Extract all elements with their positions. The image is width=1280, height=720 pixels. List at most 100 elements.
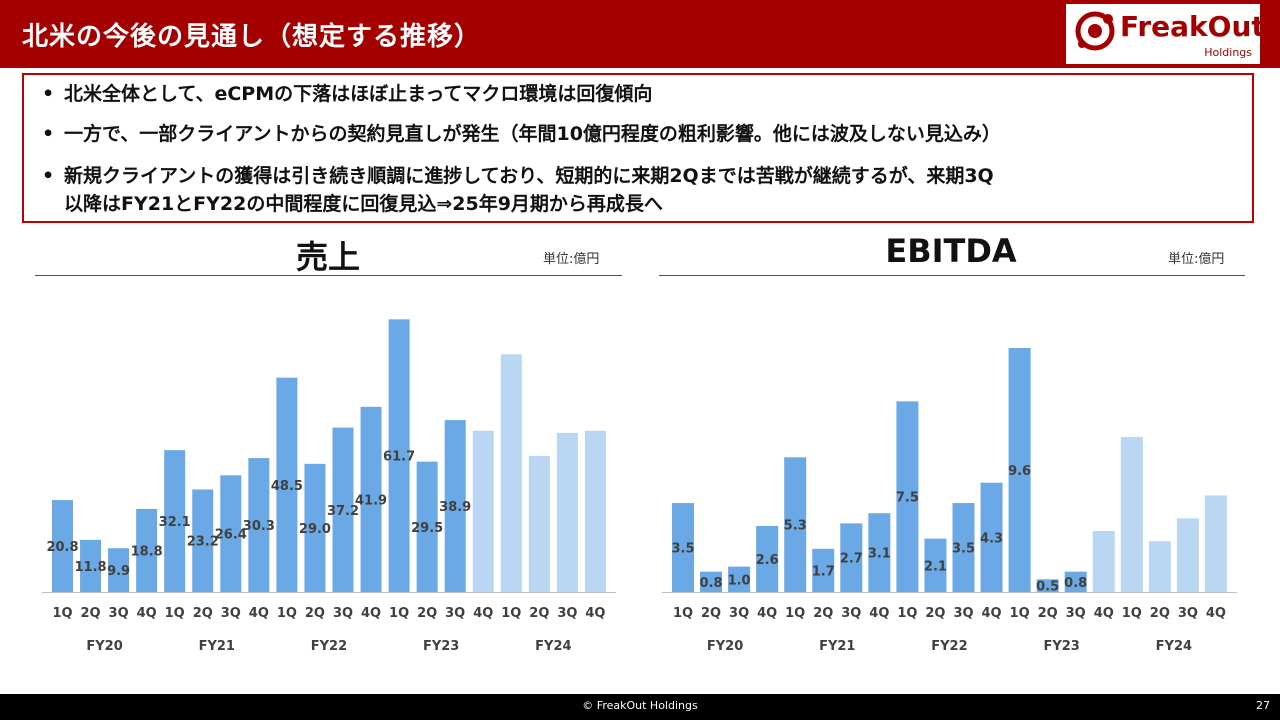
ebitda-bar [1176,518,1199,592]
sales-category-label: 1Q [389,606,409,621]
sales-data-label: 61.7 [383,450,415,465]
bullet-text: 新規クライアントの獲得は引き続き順調に進捗しており、短期的に来期2Qまでは苦戦が… [64,165,994,187]
sales-category-label: 2Q [417,606,437,621]
ebitda-data-label: 7.5 [896,491,919,506]
logo-subtitle: Holdings [1204,46,1252,59]
sales-bar [192,489,214,592]
ebitda-bar [756,525,779,592]
sales-bar [164,450,186,592]
sales-bar [556,432,578,592]
sales-data-label: 32.1 [159,515,191,530]
sales-category-label: 3Q [333,606,353,621]
company-logo: FreakOut Holdings [1066,4,1265,64]
ebitda-bar [896,401,919,592]
ebitda-data-label: 3.5 [952,542,975,557]
ebitda-data-label: 9.6 [1008,464,1031,479]
ebitda-data-label: 5.3 [784,519,807,534]
ebitda-category-label: 1Q [673,606,693,621]
sales-data-label: 26.4 [215,528,247,543]
sales-category-label: 1Q [501,606,521,621]
sales-category-label: 1Q [52,606,72,621]
sales-group-label: FY20 [86,639,122,654]
ebitda-data-label: 0.5 [1036,580,1059,595]
sales-category-label: 3Q [109,606,129,621]
sales-bar [528,455,550,592]
ebitda-category-label: 1Q [1010,606,1030,621]
ebitda-category-label: 4Q [981,606,1001,621]
sales-data-label: 30.3 [243,519,275,534]
ebitda-bar [980,482,1003,592]
sales-bar [136,508,158,592]
sales-bar [248,458,270,592]
bullet-dot: • [42,83,55,105]
ebitda-bar [1092,531,1115,592]
ebitda-bar [812,548,835,592]
ebitda-category-label: 3Q [1178,606,1198,621]
ebitda-category-label: 2Q [1038,606,1058,621]
sales-bar [584,430,606,592]
sales-bar [472,430,494,592]
bullet-dot: • [42,123,55,145]
ebitda-data-label: 1.0 [728,573,751,588]
sales-bar [52,500,73,592]
page-title: 北米の今後の見通し（想定する推移） [22,22,482,52]
ebitda-data-label: 0.8 [700,576,723,591]
key-message-box: • 北米全体として、eCPMの下落はほぼ止まってマクロ環境は回復傾向 • 一方で… [22,73,1254,223]
sales-data-label: 38.9 [439,500,471,515]
sales-category-label: 2Q [193,606,213,621]
ebitda-bar [1008,348,1031,592]
ebitda-data-label: 3.1 [868,547,891,562]
ebitda-bar [728,566,751,592]
sales-bar [500,354,522,592]
ebitda-category-label: 4Q [869,606,889,621]
ebitda-data-label: 4.3 [980,531,1003,546]
sales-category-label: 4Q [137,606,157,621]
sales-bar [444,420,466,592]
ebitda-chart-unit: 単位:億円 [1168,252,1225,267]
footer-bar: © FreakOut Holdings 27 [0,694,1280,720]
page-number: 27 [1256,699,1270,712]
ebitda-bar [952,503,975,592]
ebitda-group-label: FY24 [1156,639,1192,654]
ebitda-bar [1120,436,1143,592]
ebitda-category-label: 4Q [1206,606,1226,621]
sales-group-label: FY23 [423,639,459,654]
sales-data-label: 29.5 [411,521,443,536]
ebitda-data-label: 2.1 [924,559,947,574]
sales-bar [388,319,410,592]
ebitda-category-label: 4Q [1094,606,1114,621]
sales-group-label: FY24 [535,639,571,654]
sales-category-label: 3Q [445,606,465,621]
ebitda-group-label: FY21 [819,639,855,654]
sales-bar [332,427,354,592]
ebitda-category-label: 2Q [1150,606,1170,621]
sales-category-label: 1Q [165,606,185,621]
sales-category-label: 3Q [221,606,241,621]
ebitda-category-label: 3Q [953,606,973,621]
sales-chart-rule [35,275,622,276]
sales-bar [304,463,326,592]
sales-category-label: 4Q [585,606,605,621]
sales-data-label: 11.8 [75,560,107,575]
ebitda-category-label: 2Q [925,606,945,621]
sales-data-label: 18.8 [131,544,163,559]
ebitda-data-label: 3.5 [671,542,694,557]
logo-mark-icon [1075,11,1115,51]
sales-category-label: 3Q [557,606,577,621]
ebitda-chart-rule [659,275,1245,276]
footer-copyright: © FreakOut Holdings [582,699,698,712]
bullet-text: 以降はFY21とFY22の中間程度に回復見込⇒25年9月期から再成長へ [64,193,663,215]
ebitda-chart-title: EBITDA [885,232,1017,270]
ebitda-data-label: 1.7 [812,564,835,579]
ebitda-bar [1148,541,1171,592]
bullet-dot: • [42,165,55,187]
bullet-text: 北米全体として、eCPMの下落はほぼ止まってマクロ環境は回復傾向 [64,83,653,105]
sales-bar [220,475,242,592]
sales-data-label: 20.8 [46,540,78,555]
sales-chart-title: 売上 [295,238,360,276]
ebitda-data-label: 2.6 [756,553,779,568]
ebitda-group-label: FY22 [931,639,967,654]
ebitda-category-label: 3Q [1066,606,1086,621]
sales-chart-unit: 単位:億円 [543,252,600,267]
ebitda-bar [1064,571,1087,592]
